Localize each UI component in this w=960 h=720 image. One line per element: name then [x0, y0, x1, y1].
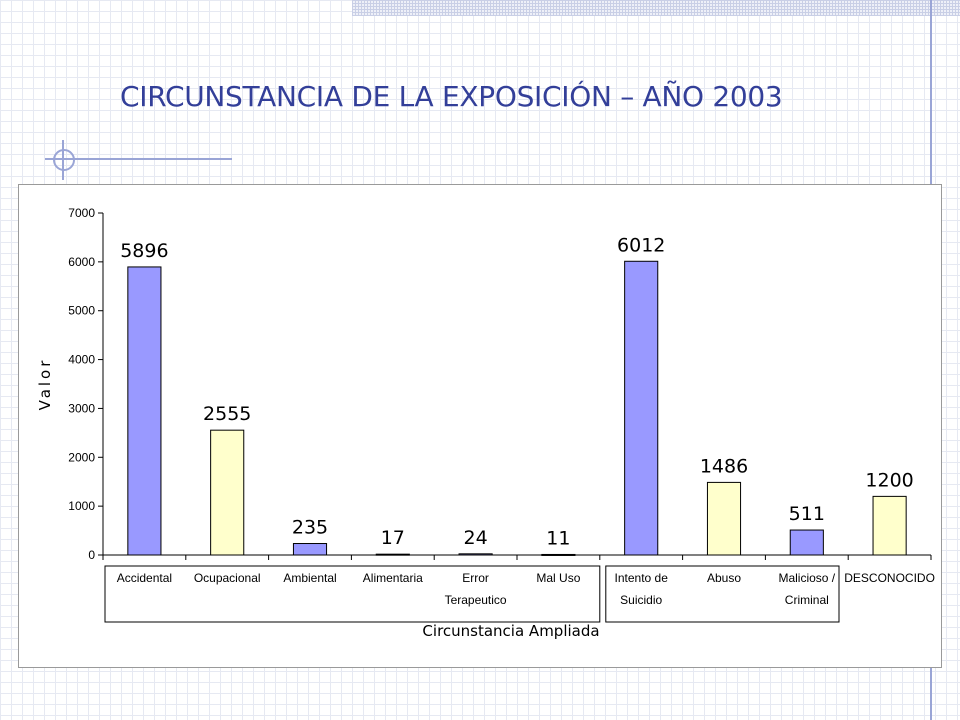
bar — [458, 553, 493, 556]
y-tick-label: 1000 — [68, 499, 95, 513]
bar — [210, 429, 245, 556]
chart-area: 0 1000 2000 3000 4000 5000 6000 7000 Valor 5896 Ac… — [18, 184, 942, 668]
category-label: Suicidio — [620, 593, 662, 607]
data-label: 11 — [546, 527, 570, 549]
y-tick-label: 3000 — [68, 401, 95, 415]
bar — [624, 260, 659, 556]
data-label: 24 — [464, 527, 488, 549]
y-tick-label: 7000 — [68, 206, 95, 220]
decorative-horizontal-line — [45, 158, 232, 160]
data-label: 1486 — [700, 455, 748, 477]
bar — [127, 266, 162, 556]
category-label: Ambiental — [283, 571, 336, 585]
bar — [541, 553, 576, 556]
category-label: Criminal — [785, 593, 829, 607]
bar — [706, 481, 742, 556]
category-label: Malicioso / — [778, 571, 835, 585]
y-axis-title: Valor — [36, 358, 54, 411]
data-label: 235 — [292, 517, 328, 539]
category-label: Accidental — [117, 571, 172, 585]
bar — [872, 495, 907, 556]
x-axis-title: Circunstancia Ampliada — [422, 622, 599, 640]
y-tick-label: 5000 — [68, 304, 95, 318]
bar — [292, 543, 328, 556]
top-pattern-band — [352, 0, 960, 16]
data-label: 511 — [789, 503, 825, 525]
category-label: Intento de — [615, 571, 669, 585]
category-label: Abuso — [707, 571, 741, 585]
category-label: Mal Uso — [536, 571, 580, 585]
slide-title: CIRCUNSTANCIA DE LA EXPOSICIÓN – AÑO 200… — [120, 80, 783, 113]
y-tick-label: 2000 — [68, 450, 95, 464]
data-label: 6012 — [617, 234, 665, 256]
bar-chart: 0 1000 2000 3000 4000 5000 6000 7000 Valor 5896 Ac… — [36, 206, 935, 640]
category-label: DESCONOCIDO — [844, 571, 935, 585]
y-tick-label: 6000 — [68, 255, 95, 269]
decorative-circle — [53, 149, 75, 171]
category-label: Error — [462, 571, 489, 585]
y-tick-label: 0 — [88, 548, 95, 562]
category-label: Terapeutico — [445, 593, 507, 607]
y-tick-label: 4000 — [68, 353, 95, 367]
data-label: 1200 — [865, 469, 913, 491]
category-label: Alimentaria — [363, 571, 423, 585]
category-label: Ocupacional — [194, 571, 261, 585]
data-label: 2555 — [203, 403, 251, 425]
category-group-box — [605, 565, 840, 623]
bar — [375, 553, 410, 556]
category-group-box — [104, 565, 601, 623]
data-label: 17 — [381, 527, 405, 549]
data-label: 5896 — [120, 240, 168, 262]
bar — [789, 529, 824, 556]
